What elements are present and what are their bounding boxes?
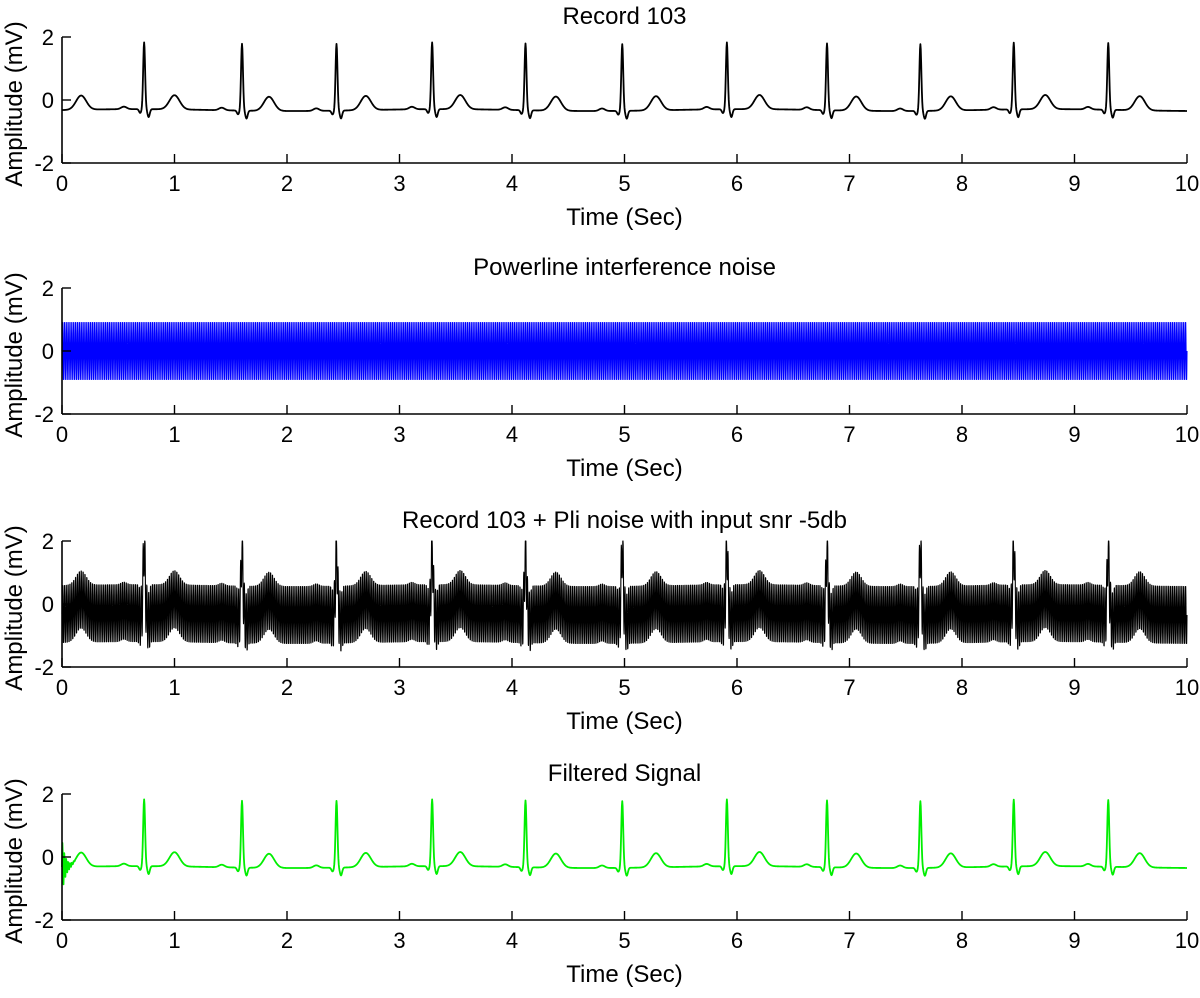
chart-title: Filtered Signal bbox=[548, 760, 701, 787]
x-tick-label: 6 bbox=[731, 171, 743, 196]
x-tick-label: 3 bbox=[393, 928, 405, 953]
x-tick-label: 8 bbox=[956, 171, 968, 196]
x-tick-label: 8 bbox=[956, 928, 968, 953]
y-axis-label: Amplitude (mV) bbox=[1, 778, 28, 943]
chart-panel-3: Record 103 + Pli noise with input snr -5… bbox=[1, 507, 1199, 735]
x-tick-label: 10 bbox=[1175, 675, 1199, 700]
x-tick-label: 2 bbox=[281, 675, 293, 700]
x-tick-label: 2 bbox=[281, 422, 293, 447]
y-tick-label: 2 bbox=[42, 782, 54, 807]
x-axis-label: Time (Sec) bbox=[566, 961, 682, 988]
x-tick-label: 9 bbox=[1068, 171, 1080, 196]
x-tick-label: 4 bbox=[506, 171, 518, 196]
y-axis-label: Amplitude (mV) bbox=[1, 525, 28, 690]
x-tick-label: 9 bbox=[1068, 422, 1080, 447]
y-axis-label: Amplitude (mV) bbox=[1, 272, 28, 437]
x-tick-label: 4 bbox=[506, 675, 518, 700]
x-tick-label: 1 bbox=[168, 171, 180, 196]
x-axis-label: Time (Sec) bbox=[566, 204, 682, 231]
y-tick-label: -2 bbox=[34, 908, 54, 933]
x-tick-label: 5 bbox=[618, 422, 630, 447]
x-tick-label: 3 bbox=[393, 171, 405, 196]
chart-title: Powerline interference noise bbox=[473, 254, 776, 281]
chart-panel-2: Powerline interference noise 0 1 2 3 4 5 6 7 8 9 10… bbox=[1, 254, 1199, 482]
x-tick-label: 7 bbox=[843, 422, 855, 447]
x-tick-label: 7 bbox=[843, 171, 855, 196]
series-line bbox=[61, 41, 1188, 120]
x-tick-label: 5 bbox=[618, 675, 630, 700]
x-tick-label: 3 bbox=[393, 422, 405, 447]
x-tick-label: 10 bbox=[1175, 171, 1199, 196]
x-tick-label: 7 bbox=[843, 675, 855, 700]
x-tick-label: 10 bbox=[1175, 422, 1199, 447]
x-tick-label: 1 bbox=[168, 675, 180, 700]
y-tick-label: -2 bbox=[34, 151, 54, 176]
y-tick-label: 0 bbox=[42, 339, 54, 364]
chart-title: Record 103 bbox=[562, 3, 686, 30]
x-tick-label: 5 bbox=[618, 171, 630, 196]
x-tick-label: 8 bbox=[956, 675, 968, 700]
x-tick-label: 5 bbox=[618, 928, 630, 953]
series-line bbox=[61, 798, 1188, 886]
y-tick-label: 2 bbox=[42, 25, 54, 50]
x-tick-label: 6 bbox=[731, 422, 743, 447]
x-tick-label: 0 bbox=[56, 422, 68, 447]
x-tick-label: 4 bbox=[506, 422, 518, 447]
chart-title: Record 103 + Pli noise with input snr -5… bbox=[402, 507, 847, 534]
x-tick-label: 0 bbox=[56, 171, 68, 196]
x-tick-label: 0 bbox=[56, 928, 68, 953]
x-tick-label: 2 bbox=[281, 928, 293, 953]
x-tick-label: 8 bbox=[956, 422, 968, 447]
y-tick-label: 0 bbox=[42, 592, 54, 617]
y-tick-label: 2 bbox=[42, 276, 54, 301]
y-axis-label: Amplitude (mV) bbox=[1, 21, 28, 186]
series-line bbox=[61, 321, 1188, 381]
x-tick-label: 0 bbox=[56, 675, 68, 700]
x-axis-label: Time (Sec) bbox=[566, 455, 682, 482]
series-line bbox=[61, 540, 1188, 652]
x-tick-label: 4 bbox=[506, 928, 518, 953]
x-tick-label: 9 bbox=[1068, 928, 1080, 953]
x-tick-label: 9 bbox=[1068, 675, 1080, 700]
x-tick-label: 7 bbox=[843, 928, 855, 953]
x-tick-label: 3 bbox=[393, 675, 405, 700]
y-tick-label: 0 bbox=[42, 845, 54, 870]
x-tick-label: 6 bbox=[731, 675, 743, 700]
x-tick-label: 1 bbox=[168, 422, 180, 447]
x-tick-label: 1 bbox=[168, 928, 180, 953]
y-tick-label: -2 bbox=[34, 402, 54, 427]
x-tick-label: 10 bbox=[1175, 928, 1199, 953]
y-tick-label: 2 bbox=[42, 529, 54, 554]
y-tick-label: 0 bbox=[42, 88, 54, 113]
x-axis-label: Time (Sec) bbox=[566, 708, 682, 735]
y-tick-label: -2 bbox=[34, 655, 54, 680]
x-tick-label: 6 bbox=[731, 928, 743, 953]
x-tick-label: 2 bbox=[281, 171, 293, 196]
